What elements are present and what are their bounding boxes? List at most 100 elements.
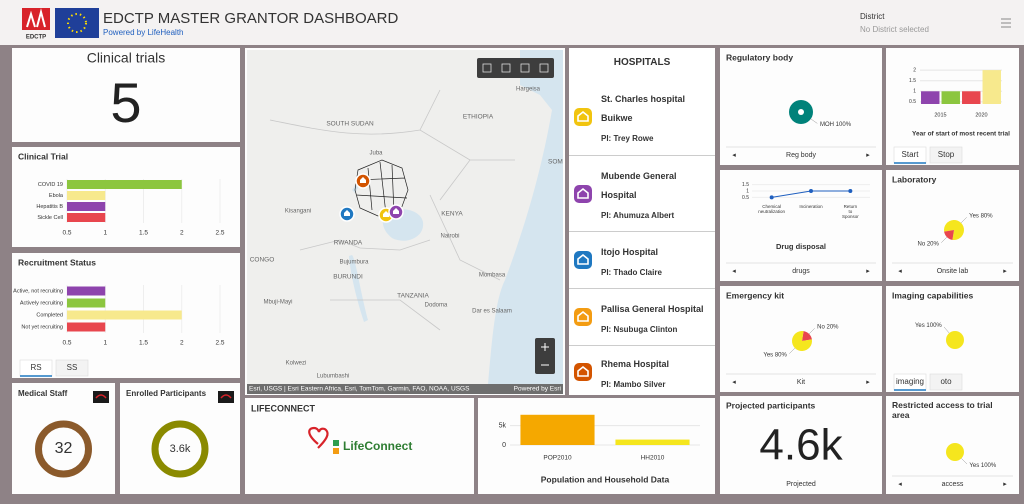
zoom-icons: [541, 343, 549, 366]
hospital-pi: PI: Trey Rowe: [601, 134, 654, 143]
selector-prev[interactable]: ◂: [898, 268, 902, 275]
hospital-item[interactable]: Pallisa General Hospital PI: Nsubuga Clin…: [569, 289, 715, 346]
hospital-pi: PI: Nsubuga Clinton: [601, 325, 678, 334]
map-label: Nairobi: [440, 234, 459, 240]
bar: [941, 91, 960, 104]
leader-line: [961, 458, 968, 465]
hospital-icon: [574, 251, 592, 269]
selector-prev[interactable]: ◂: [898, 481, 902, 488]
selector-prev[interactable]: ◂: [732, 268, 736, 275]
hospital-item[interactable]: Mubende General Hospital PI: Ahumuza Albe…: [569, 156, 715, 232]
donut-value: 32: [55, 440, 73, 457]
x-tick-label: 0.5: [62, 230, 71, 237]
zoom-buttons: [535, 338, 555, 374]
selector-next[interactable]: ▸: [866, 379, 870, 386]
selector-prev[interactable]: ◂: [732, 379, 736, 386]
x-tick-label: 2: [180, 340, 184, 347]
selector-value: Reg body: [786, 152, 816, 159]
hospital-pi: PI: Ahumuza Albert: [601, 211, 675, 220]
data-label: MOH 100%: [820, 122, 852, 128]
map-pin-house: [344, 210, 350, 216]
x-tick-label: 2020: [975, 112, 987, 118]
panel: [478, 398, 715, 494]
staff-icon-logo: [95, 394, 107, 399]
tab[interactable]: [929, 146, 963, 164]
data-label: No 20%: [917, 242, 939, 248]
panel: [12, 48, 240, 142]
district-label: District: [860, 12, 885, 21]
bar: [615, 439, 690, 445]
y-tick-label: 5k: [499, 422, 507, 429]
bar: [67, 298, 106, 308]
tab[interactable]: [929, 373, 963, 391]
donut-ring: [35, 420, 92, 478]
hospital-item[interactable]: St. Charles hospital Buikwe PI: Trey Rowe: [569, 78, 715, 156]
pie-slice: [802, 331, 812, 341]
y-tick-label: Actively recruiting: [20, 300, 63, 306]
selector-next[interactable]: ▸: [1003, 268, 1007, 275]
map-label: ETHIOPIA: [463, 114, 494, 121]
pie-slice: [944, 220, 964, 241]
data-label: Yes 80%: [969, 213, 993, 219]
selector-prev[interactable]: ◂: [732, 152, 736, 159]
y-tick-label: Ebola: [49, 193, 64, 199]
dashboard-title: EDCTP MASTER GRANTOR DASHBOARD: [103, 10, 398, 27]
eu-flag: [55, 8, 99, 38]
header-bar: [0, 0, 1024, 45]
data-label: Yes 100%: [915, 323, 942, 329]
lifeconnect-brand: LifeConnect: [343, 439, 412, 453]
selector-next[interactable]: ▸: [866, 152, 870, 159]
bar: [982, 70, 1001, 104]
map-label: Juba: [369, 151, 383, 157]
map-tool-button[interactable]: [482, 63, 492, 73]
y-tick-label: 0: [502, 442, 506, 449]
map-label: KENYA: [441, 211, 463, 218]
bar: [921, 91, 940, 104]
map-label: Kolwezi: [286, 361, 307, 367]
x-tick-label: 1.5: [139, 340, 148, 347]
lifeconnect-panel: [245, 398, 474, 494]
map-label: Hargeisa: [516, 87, 541, 93]
logo-figures: [26, 8, 46, 28]
map-label: BURUNDI: [333, 274, 363, 281]
map-attribution: Esri, USGS | Esri Eastern Africa, Esri, …: [249, 386, 470, 393]
tab-label[interactable]: imaging: [896, 377, 924, 386]
leader-line: [960, 217, 967, 224]
tab-label[interactable]: RS: [30, 363, 41, 372]
map-tool-button[interactable]: [539, 63, 549, 73]
chart-title: Population and Household Data: [541, 474, 670, 484]
district-value[interactable]: No District selected: [860, 25, 929, 34]
pie-center-dot: [798, 109, 804, 115]
hospital-item[interactable]: Rhema Hospital PI: Mambo Silver: [569, 346, 715, 398]
map-tool-button[interactable]: [520, 63, 530, 73]
y-tick-label: 1.5: [742, 182, 749, 188]
logo-text: EDCTP: [26, 35, 46, 41]
chart-title: Laboratory: [892, 174, 937, 184]
selector-value: Kit: [797, 379, 805, 386]
tab-label[interactable]: oto: [940, 377, 952, 386]
data-label: Yes 100%: [969, 463, 996, 469]
x-tick-label: 1: [103, 340, 107, 347]
selector-next[interactable]: ▸: [866, 268, 870, 275]
map-pin-house: [393, 208, 399, 214]
hospital-pi: PI: Mambo Silver: [601, 380, 666, 389]
bar: [67, 191, 106, 200]
x-tick-label: 0.5: [62, 340, 71, 347]
y-tick-label: 2: [913, 67, 916, 73]
hospital-item[interactable]: Itojo Hospital PI: Thado Claire: [569, 232, 715, 289]
bar: [67, 202, 106, 211]
menu-icon[interactable]: [1001, 18, 1011, 28]
tab-label[interactable]: Start: [902, 150, 920, 159]
y-tick-label: Completed: [36, 312, 63, 318]
y-tick-label: 1: [746, 188, 749, 194]
data-label: No 20%: [817, 324, 839, 330]
x-tick-label: POP2010: [543, 455, 572, 462]
y-tick-label: Active, not recruiting: [13, 288, 63, 294]
selector-next[interactable]: ▸: [1003, 481, 1007, 488]
map-tool-button[interactable]: [501, 63, 511, 73]
tab-label[interactable]: SS: [67, 363, 78, 372]
tab-label[interactable]: Stop: [938, 150, 955, 159]
tab[interactable]: [55, 359, 89, 377]
